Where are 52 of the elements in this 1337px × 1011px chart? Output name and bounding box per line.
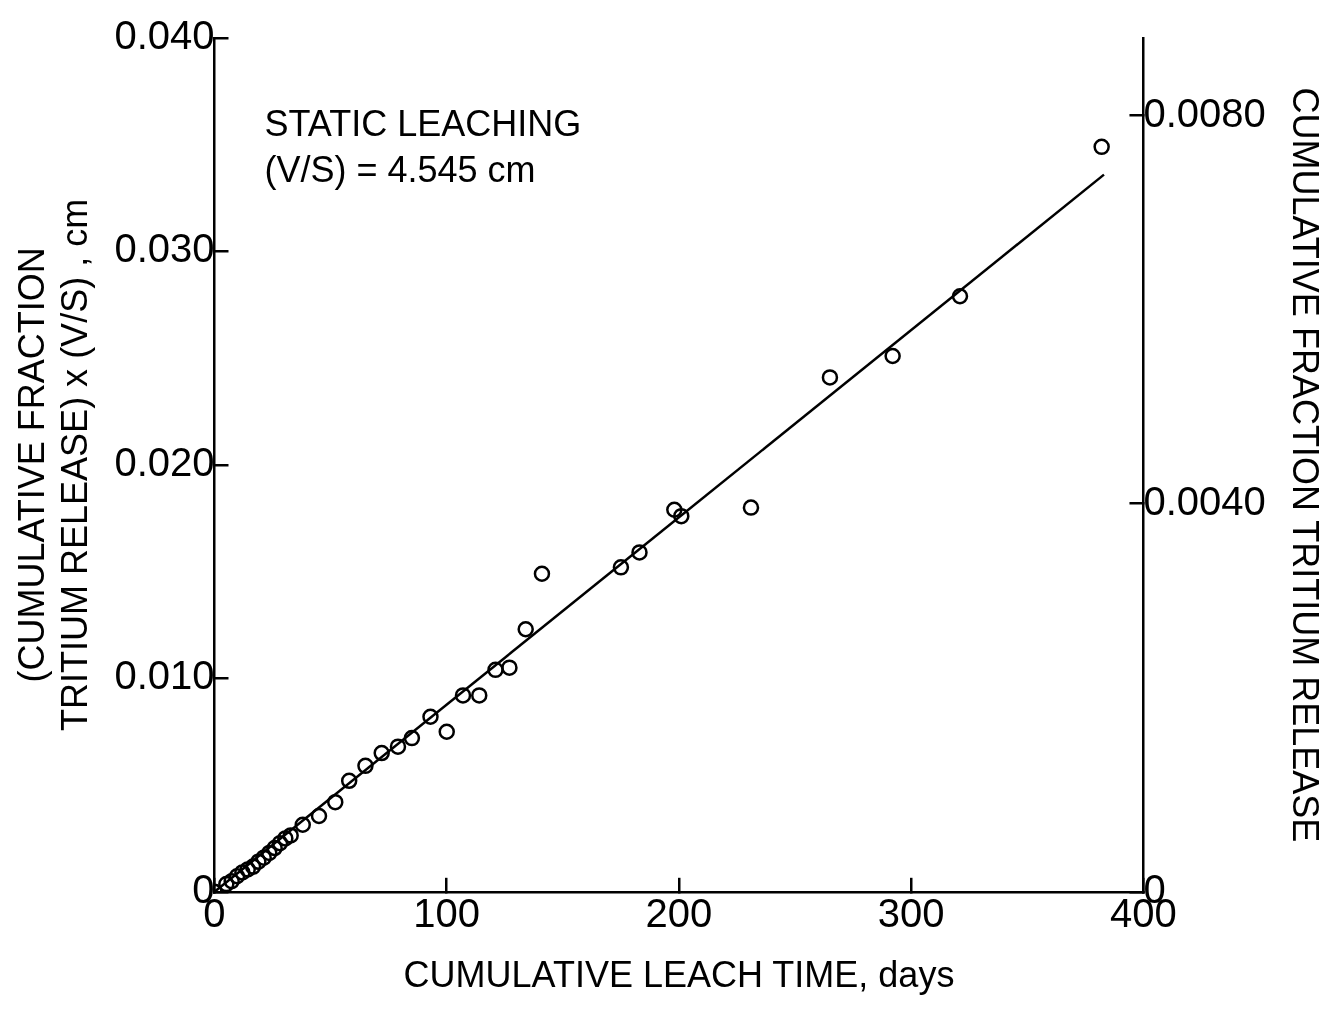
point: [228, 867, 246, 885]
point: [666, 501, 683, 518]
point: [422, 708, 439, 726]
point: [310, 807, 328, 825]
point: [438, 723, 455, 740]
y2-axis-title: CUMULATIVE FRACTION TRITIUM RELEASE: [1285, 87, 1327, 843]
point: [234, 864, 251, 881]
point: [239, 861, 256, 878]
point: [294, 816, 311, 834]
annotation: STATIC LEACHING: [264, 102, 582, 144]
point: [884, 347, 901, 365]
point: [1093, 138, 1110, 156]
point: [277, 830, 294, 847]
point: [389, 738, 407, 755]
point: [403, 729, 421, 747]
x-tick-label: 100: [413, 890, 481, 935]
point: [327, 793, 344, 811]
point: [487, 661, 504, 679]
point: [533, 565, 551, 583]
point: [255, 849, 272, 866]
y-tick-label: 0.010: [114, 653, 215, 698]
point: [373, 744, 390, 762]
point: [261, 844, 278, 862]
point: [501, 659, 518, 676]
x-tick-label: 300: [877, 890, 945, 935]
point: [517, 621, 534, 638]
point: [340, 772, 358, 790]
point: [282, 827, 299, 844]
point: [218, 875, 235, 892]
point: [244, 858, 262, 875]
point: [454, 687, 472, 704]
point: [357, 757, 374, 775]
point: [821, 369, 839, 386]
y2-tick-label: 0.0080: [1143, 90, 1266, 135]
x-tick-label: 200: [645, 890, 713, 935]
point: [673, 507, 690, 525]
point: [631, 544, 648, 561]
annotation: (V/S) = 4.545 cm: [264, 148, 536, 190]
point: [742, 499, 760, 516]
x-axis-title: CUMULATIVE LEACH TIME, days: [403, 954, 955, 996]
point: [612, 559, 630, 576]
point: [471, 687, 488, 704]
point: [951, 288, 969, 305]
y-axis-title: (CUMULATIVE FRACTION TRITIUM RELEASE) x (V/S) , cm: [10, 198, 95, 731]
y-tick-label: 0.030: [114, 226, 215, 271]
point: [266, 839, 283, 857]
y-tick-label: 0.020: [114, 439, 215, 484]
point: [271, 834, 289, 852]
y2-tick-label: 0.0040: [1143, 478, 1266, 523]
point: [250, 853, 267, 870]
point: [223, 872, 240, 890]
y-tick-label: 0.040: [114, 13, 215, 58]
